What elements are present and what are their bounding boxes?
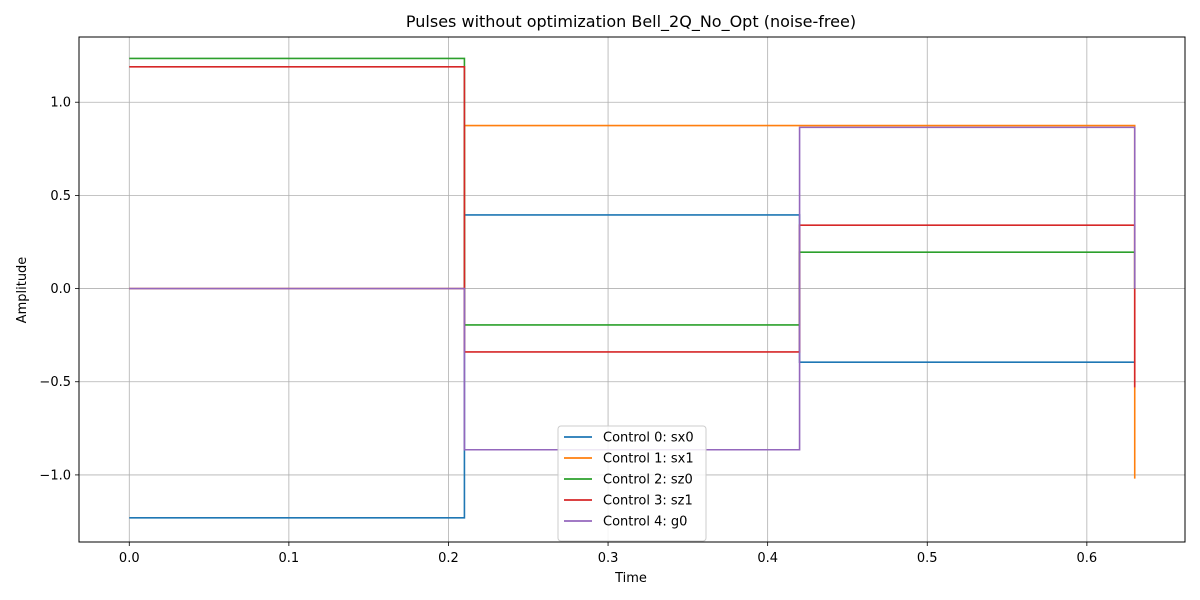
y-tick-label: 1.0: [50, 96, 71, 111]
x-tick-label: 0.2: [438, 551, 459, 566]
legend-label: Control 1: sx1: [603, 452, 694, 467]
series-line-2: [129, 57, 1136, 326]
legend-label: Control 2: sz0: [603, 473, 693, 488]
legend-label: Control 4: g0: [603, 515, 687, 530]
legend: Control 0: sx0 Control 1: sx1 Control 2: s…: [557, 425, 707, 542]
x-tick-label: 0.3: [598, 551, 619, 566]
legend-box: [557, 425, 707, 542]
series-line-4: [129, 126, 1136, 451]
series-line-3: [129, 66, 1136, 388]
x-axis: 0.0 0.1 0.2 0.3 0.4 0.5 0.6: [119, 542, 1097, 566]
grid: [79, 37, 1185, 542]
x-tick-label: 0.4: [757, 551, 778, 566]
legend-label: Control 0: sx0: [603, 431, 694, 446]
x-tick-label: 0.0: [119, 551, 140, 566]
plot-frame: [78, 36, 1186, 543]
y-tick-label: −1.0: [39, 468, 71, 483]
y-axis: −1.0 −0.5 0.0 0.5 1.0: [39, 96, 79, 483]
x-axis-label: Time: [614, 571, 647, 586]
y-axis-label: Amplitude: [15, 257, 30, 324]
x-tick-label: 0.6: [1077, 551, 1098, 566]
series-lines: [129, 57, 1136, 519]
y-tick-label: −0.5: [39, 375, 71, 390]
x-tick-label: 0.1: [279, 551, 300, 566]
y-tick-label: 0.0: [50, 282, 71, 297]
x-tick-label: 0.5: [917, 551, 938, 566]
chart-title: Pulses without optimization Bell_2Q_No_O…: [406, 12, 856, 32]
legend-label: Control 3: sz1: [603, 494, 693, 509]
y-tick-label: 0.5: [50, 189, 71, 204]
